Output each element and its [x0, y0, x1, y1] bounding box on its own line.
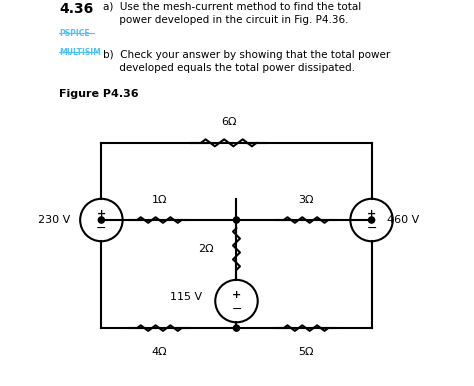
- Text: 6Ω: 6Ω: [221, 117, 237, 127]
- Text: 230 V: 230 V: [38, 215, 71, 225]
- Text: −: −: [231, 303, 242, 316]
- Text: a)  Use the mesh-current method to find the total
     power developed in the ci: a) Use the mesh-current method to find t…: [103, 2, 362, 25]
- Circle shape: [233, 325, 239, 331]
- Text: +: +: [232, 290, 241, 300]
- Text: 5Ω: 5Ω: [298, 347, 314, 357]
- Text: −: −: [96, 222, 107, 235]
- Text: 4.36: 4.36: [59, 2, 93, 16]
- Text: 115 V: 115 V: [170, 292, 202, 302]
- Circle shape: [368, 217, 374, 223]
- Circle shape: [98, 217, 104, 223]
- Text: 460 V: 460 V: [387, 215, 419, 225]
- Text: 4Ω: 4Ω: [152, 347, 167, 357]
- Text: MULTISIM: MULTISIM: [59, 48, 101, 57]
- Text: b)  Check your answer by showing that the total power
     developed equals the : b) Check your answer by showing that the…: [103, 50, 391, 73]
- Text: 1Ω: 1Ω: [152, 195, 167, 205]
- Text: 3Ω: 3Ω: [298, 195, 314, 205]
- Text: −: −: [366, 222, 377, 235]
- Text: 2Ω: 2Ω: [198, 244, 213, 254]
- Text: +: +: [97, 209, 106, 219]
- Text: PSPICE: PSPICE: [59, 29, 90, 38]
- Circle shape: [233, 217, 239, 223]
- Text: Figure P4.36: Figure P4.36: [59, 89, 138, 99]
- Text: +: +: [367, 209, 376, 219]
